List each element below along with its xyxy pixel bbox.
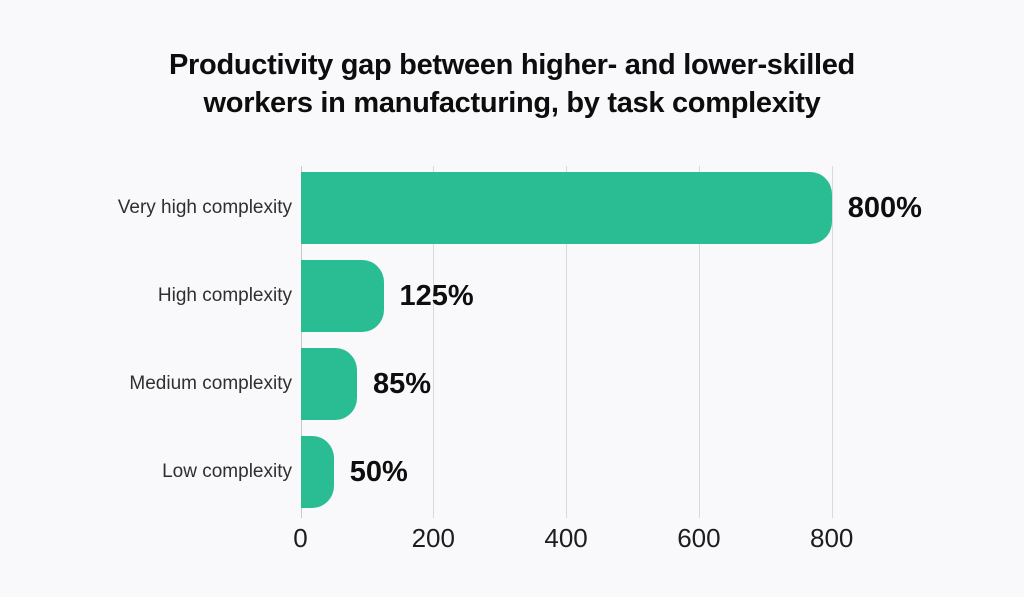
x-tick-label: 600 <box>677 523 721 553</box>
chart-title: Productivity gap between higher- and low… <box>0 46 1024 122</box>
category-label: High complexity <box>157 285 292 306</box>
x-tick-label: 200 <box>411 523 455 553</box>
chart-title-line2: workers in manufacturing, by task comple… <box>203 87 821 119</box>
category-label: Very high complexity <box>117 197 292 218</box>
bar <box>300 260 384 332</box>
x-tick-label: 800 <box>809 523 854 553</box>
x-tick-label: 0 <box>293 523 308 553</box>
value-label: 125% <box>399 279 474 312</box>
bar <box>300 436 334 508</box>
category-label: Low complexity <box>162 461 292 482</box>
bar <box>300 172 832 244</box>
gridline-x-400 <box>566 166 568 518</box>
x-tick-label: 400 <box>544 523 588 553</box>
gridline-x-200 <box>433 166 435 518</box>
gridline-x-0 <box>300 166 302 518</box>
bar <box>300 348 357 420</box>
value-label: 85% <box>372 367 431 400</box>
category-label: Medium complexity <box>129 373 292 394</box>
value-label: 50% <box>349 455 408 488</box>
chart-title-line1: Productivity gap between higher- and low… <box>169 49 855 81</box>
gridline-x-800 <box>831 166 833 518</box>
gridline-x-600 <box>698 166 700 518</box>
value-label: 800% <box>847 191 922 224</box>
